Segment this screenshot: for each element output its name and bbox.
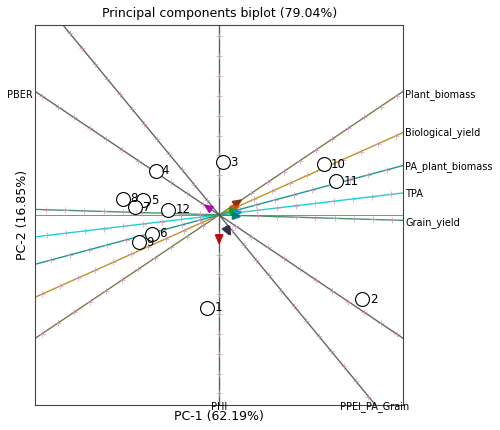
Polygon shape bbox=[224, 226, 230, 235]
Text: 1: 1 bbox=[214, 301, 222, 314]
X-axis label: PC-1 (62.19%): PC-1 (62.19%) bbox=[174, 410, 264, 423]
Text: 6: 6 bbox=[159, 227, 166, 240]
Text: PHI: PHI bbox=[211, 402, 227, 412]
Text: PBER: PBER bbox=[7, 90, 33, 100]
Text: 12: 12 bbox=[176, 203, 190, 216]
Text: 5: 5 bbox=[150, 194, 158, 207]
Text: 9: 9 bbox=[146, 236, 154, 249]
Text: 2: 2 bbox=[370, 293, 378, 306]
Text: Grain_yield: Grain_yield bbox=[406, 217, 460, 228]
Polygon shape bbox=[204, 205, 213, 212]
Polygon shape bbox=[232, 200, 241, 208]
Text: PPEI_PA_Grain: PPEI_PA_Grain bbox=[340, 401, 409, 412]
Text: 8: 8 bbox=[130, 192, 138, 206]
Text: Plant_biomass: Plant_biomass bbox=[406, 89, 476, 100]
Polygon shape bbox=[216, 235, 223, 243]
Text: Biological_yield: Biological_yield bbox=[406, 127, 480, 138]
Title: Principal components biplot (79.04%): Principal components biplot (79.04%) bbox=[102, 7, 337, 20]
Y-axis label: PC-2 (16.85%): PC-2 (16.85%) bbox=[16, 170, 30, 260]
Polygon shape bbox=[230, 206, 238, 212]
Text: TPA: TPA bbox=[406, 189, 423, 199]
Text: 4: 4 bbox=[162, 164, 170, 177]
Polygon shape bbox=[230, 209, 237, 215]
Text: 11: 11 bbox=[343, 175, 358, 187]
Polygon shape bbox=[234, 210, 241, 217]
Text: PA_plant_biomass: PA_plant_biomass bbox=[406, 161, 493, 172]
Polygon shape bbox=[232, 212, 240, 219]
Text: 7: 7 bbox=[142, 201, 150, 214]
Text: 10: 10 bbox=[331, 158, 346, 171]
Polygon shape bbox=[222, 226, 229, 234]
Text: 3: 3 bbox=[230, 156, 238, 169]
